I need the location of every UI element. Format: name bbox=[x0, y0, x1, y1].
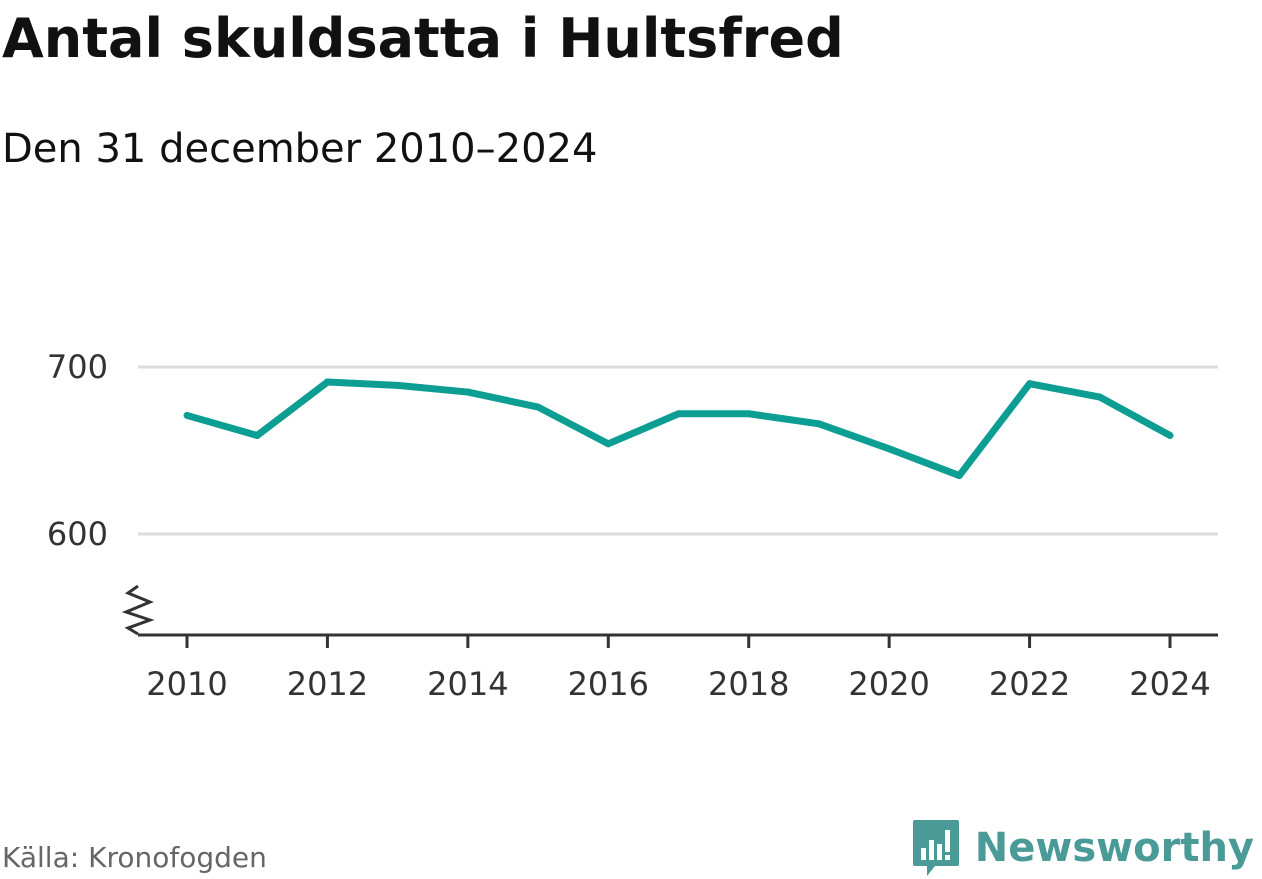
gridlines bbox=[138, 365, 1218, 536]
data-point bbox=[745, 410, 753, 418]
series-layer bbox=[183, 378, 1174, 480]
data-point bbox=[253, 431, 261, 439]
x-axis bbox=[121, 584, 1218, 637]
data-point bbox=[534, 403, 542, 411]
brand-name: Newsworthy bbox=[974, 825, 1254, 871]
data-point bbox=[1026, 380, 1034, 388]
data-point bbox=[323, 378, 331, 386]
data-point bbox=[1166, 431, 1174, 439]
x-tick-label: 2010 bbox=[146, 665, 227, 703]
brand: Newsworthy bbox=[911, 818, 1254, 878]
source-note: Källa: Kronofogden bbox=[2, 841, 267, 874]
data-point bbox=[394, 381, 402, 389]
chart-title: Antal skuldsatta i Hultsfred bbox=[2, 7, 844, 70]
data-point bbox=[464, 388, 472, 396]
data-point bbox=[815, 420, 823, 428]
x-tick-label: 2018 bbox=[708, 665, 789, 703]
y-axis-ticks: 600 700 bbox=[47, 348, 108, 553]
x-axis-ticks: 2010 2012 2014 2016 2018 2020 2022 2024 bbox=[146, 635, 1211, 703]
data-point bbox=[604, 440, 612, 448]
y-tick-label: 700 bbox=[47, 348, 108, 386]
x-tick-label: 2012 bbox=[287, 665, 368, 703]
data-point bbox=[885, 445, 893, 453]
line-chart: 600 700 2010 2012 2014 2016 2018 2020 2022 2024 bbox=[47, 348, 1218, 703]
data-point bbox=[955, 472, 963, 480]
data-point bbox=[675, 410, 682, 418]
data-point bbox=[1096, 393, 1104, 401]
bar-chart-speech-bubble-icon bbox=[912, 820, 959, 876]
series-line bbox=[186, 378, 1172, 480]
x-tick-label: 2014 bbox=[427, 665, 508, 703]
y-tick-label: 600 bbox=[47, 515, 108, 553]
data-point bbox=[183, 411, 191, 419]
x-tick-label: 2020 bbox=[848, 665, 929, 703]
x-tick-label: 2016 bbox=[568, 665, 649, 703]
chart-subtitle: Den 31 december 2010–2024 bbox=[2, 126, 598, 172]
x-tick-label: 2024 bbox=[1129, 665, 1210, 703]
zigzag-axis-break-icon bbox=[121, 584, 155, 636]
x-tick-label: 2022 bbox=[989, 665, 1070, 703]
